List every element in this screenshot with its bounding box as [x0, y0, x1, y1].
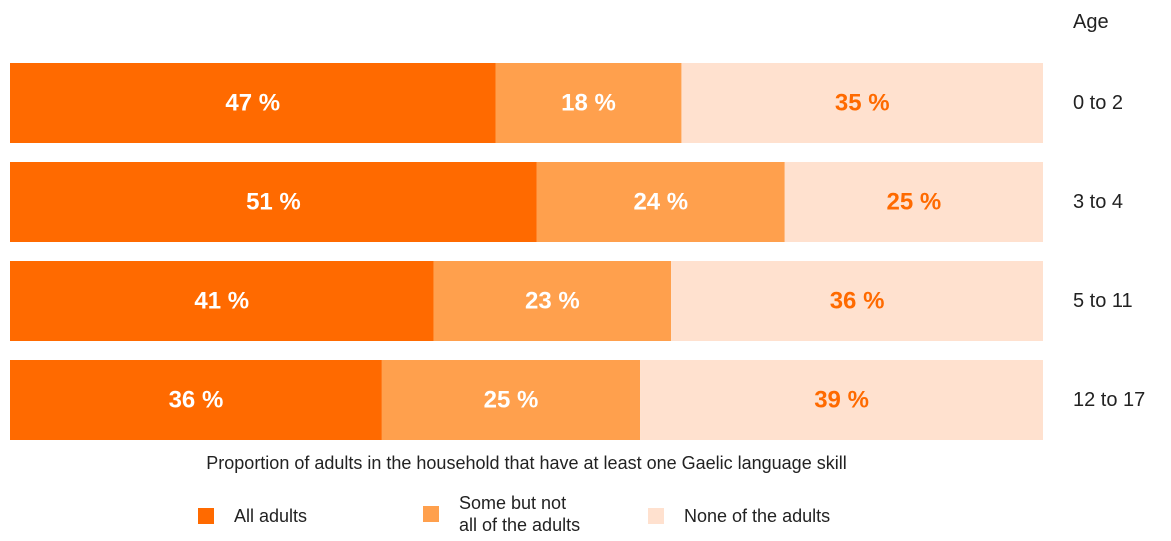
bar-0-to-2-none-of-the-adults: [681, 63, 1043, 143]
data-label-5-to-11-some-but-not-all-of-the-adults: 23 %: [525, 288, 580, 315]
data-label-12-to-17-all-adults: 36 %: [169, 387, 224, 414]
legend-item-some-adults: Some but not all of the adults: [423, 492, 580, 536]
legend-label-all-adults: All adults: [234, 506, 308, 526]
bar-0-to-2-all-adults: [10, 63, 496, 143]
bar-5-to-11-all-adults: [10, 261, 434, 341]
data-label-0-to-2-some-but-not-all-of-the-adults: 18 %: [561, 90, 616, 117]
legend-item-all-adults: All adults: [198, 505, 307, 527]
data-label-12-to-17-some-but-not-all-of-the-adults: 25 %: [484, 387, 539, 414]
bar-5-to-11-none-of-the-adults: [671, 261, 1043, 341]
stacked-bar-chart: Age 47 % 18 % 35 % 51 % 24 % 25 % 41 % 23 % 36 %…: [10, 11, 1145, 440]
legend: All adults Some but not all of the adult…: [0, 487, 1171, 541]
legend-swatch-some-adults: [423, 506, 439, 522]
data-label-5-to-11-all-adults: 41 %: [194, 288, 249, 315]
x-axis-title: Proportion of adults in the household th…: [206, 453, 847, 473]
legend-swatch-all-adults: [198, 508, 214, 524]
category-label-5-to-11: 5 to 11: [1073, 290, 1133, 312]
legend-label-some-adults-line-1: Some but not: [459, 493, 567, 513]
data-label-3-to-4-all-adults: 51 %: [246, 189, 301, 216]
bars-group: 47 % 18 % 35 % 51 % 24 % 25 % 41 % 23 % 36 % 36 %…: [10, 63, 1043, 440]
data-label-12-to-17-none-of-the-adults: 39 %: [814, 387, 869, 414]
data-label-0-to-2-none-of-the-adults: 35 %: [835, 90, 890, 117]
bar-12-to-17-none-of-the-adults: [640, 360, 1043, 440]
category-label-12-to-17: 12 to 17: [1073, 389, 1145, 411]
bar-12-to-17-all-adults: [10, 360, 382, 440]
bar-3-to-4-all-adults: [10, 162, 537, 242]
category-label-3-to-4: 3 to 4: [1073, 191, 1123, 213]
legend-label-none-adults: None of the adults: [684, 506, 831, 526]
category-label-0-to-2: 0 to 2: [1073, 92, 1123, 114]
data-label-3-to-4-none-of-the-adults: 25 %: [887, 189, 942, 216]
legend-label-some-adults-line-2: all of the adults: [459, 515, 581, 535]
data-label-0-to-2-all-adults: 47 %: [225, 90, 280, 117]
age-axis-title: Age: [1073, 11, 1109, 33]
data-label-5-to-11-none-of-the-adults: 36 %: [830, 288, 885, 315]
bar-5-to-11-some-but-not-all-of-the-adults: [433, 261, 672, 341]
legend-item-none-adults: None of the adults: [648, 505, 830, 527]
legend-swatch-none-adults: [648, 508, 664, 524]
bar-3-to-4-none-of-the-adults: [784, 162, 1043, 242]
bar-12-to-17-some-but-not-all-of-the-adults: [381, 360, 641, 440]
bar-0-to-2-some-but-not-all-of-the-adults: [495, 63, 682, 143]
bar-3-to-4-some-but-not-all-of-the-adults: [536, 162, 785, 242]
data-label-3-to-4-some-but-not-all-of-the-adults: 24 %: [633, 189, 688, 216]
legend-label-some-adults: Some but not all of the adults: [459, 492, 580, 536]
